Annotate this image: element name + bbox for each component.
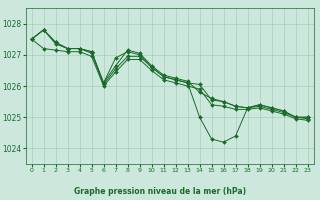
Text: Graphe pression niveau de la mer (hPa): Graphe pression niveau de la mer (hPa) bbox=[74, 187, 246, 196]
